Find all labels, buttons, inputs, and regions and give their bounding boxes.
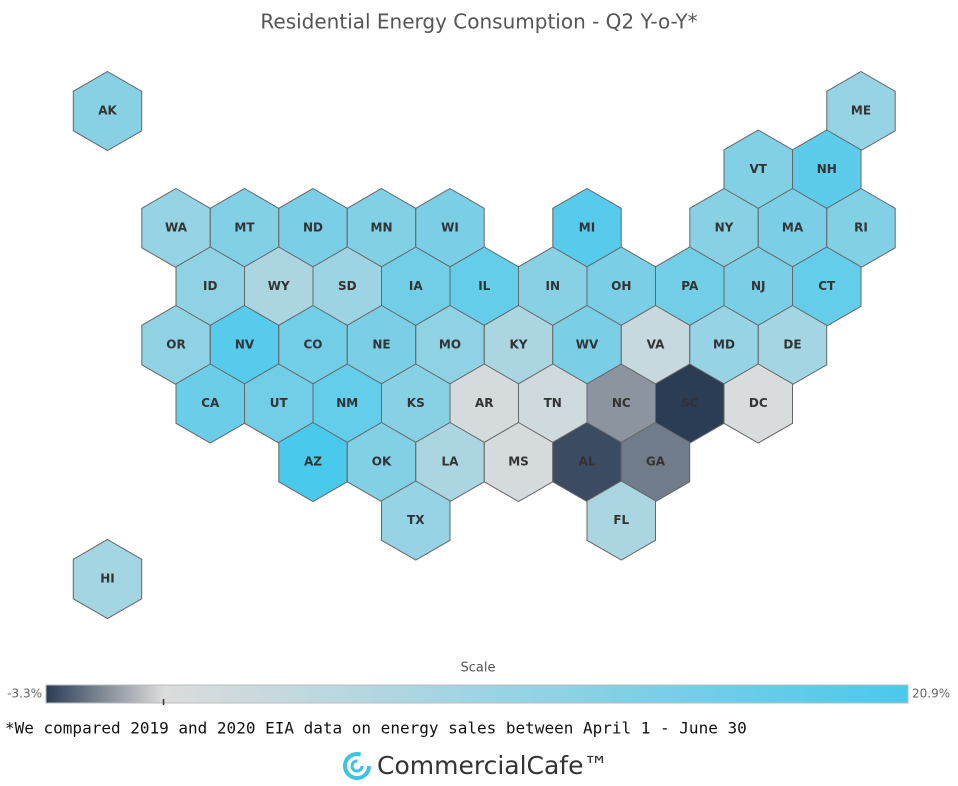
state-label: MD: [713, 338, 735, 352]
state-label: IN: [545, 279, 560, 293]
state-label: WY: [268, 279, 290, 293]
state-label: FL: [613, 513, 629, 527]
state-label: DE: [783, 338, 801, 352]
legend-max-label: 20.9%: [912, 687, 950, 701]
state-hex: [381, 480, 451, 561]
state-label: WI: [441, 221, 459, 235]
footnote: *We compared 2019 and 2020 EIA data on e…: [5, 719, 747, 738]
state-label: VT: [750, 162, 768, 176]
logo: CommercialCafe™: [343, 751, 608, 780]
state-label: SC: [681, 396, 699, 410]
state-hex: [72, 70, 143, 152]
legend-title: Scale: [461, 661, 496, 676]
state-label: NM: [336, 396, 358, 410]
state-label: DC: [749, 396, 768, 410]
state-label: GA: [646, 455, 666, 469]
logo-text: CommercialCafe™: [377, 751, 608, 780]
legend-min-label: -3.3%: [7, 687, 42, 701]
state-label: AL: [579, 455, 596, 469]
state-label: MI: [579, 221, 595, 235]
state-label: ID: [203, 279, 217, 293]
state-label: MS: [508, 455, 529, 469]
state-label: LA: [442, 455, 460, 469]
state-label: TX: [407, 513, 425, 527]
state-label: AR: [475, 396, 494, 410]
state-label: OH: [611, 279, 631, 293]
state-label: AZ: [304, 455, 322, 469]
state-label: HI: [100, 572, 115, 586]
state-label: PA: [681, 279, 699, 293]
state-label: RI: [854, 221, 868, 235]
state-label: TN: [544, 396, 562, 410]
state-label: NC: [612, 396, 631, 410]
state-label: NJ: [751, 279, 766, 293]
state-label: NY: [715, 221, 734, 235]
state-hex: [72, 538, 143, 620]
state-label: CA: [201, 396, 220, 410]
state-label: OR: [166, 338, 185, 352]
state-hex: [586, 480, 656, 561]
state-label: NE: [372, 338, 390, 352]
logo-icon: [343, 752, 371, 780]
state-label: SD: [338, 279, 357, 293]
chart-title: Residential Energy Consumption - Q2 Y-o-…: [260, 10, 697, 34]
state-label: VA: [647, 338, 665, 352]
logo-icon-inner: [350, 759, 364, 773]
state-label: KS: [407, 396, 425, 410]
state-label: CO: [303, 338, 322, 352]
state-label: AK: [98, 104, 117, 118]
state-label: UT: [270, 396, 289, 410]
state-label: MN: [371, 221, 393, 235]
state-label: OK: [372, 455, 392, 469]
state-label: IL: [478, 279, 490, 293]
state-label: MT: [234, 221, 255, 235]
state-label: ND: [303, 221, 323, 235]
state-label: MA: [782, 221, 804, 235]
state-label: WV: [576, 338, 599, 352]
state-label: KY: [510, 338, 528, 352]
state-label: CT: [818, 279, 836, 293]
state-label: MO: [439, 338, 461, 352]
state-hex: [723, 363, 793, 444]
state-label: WA: [165, 221, 188, 235]
state-label: ME: [851, 104, 871, 118]
legend-bar: [45, 684, 909, 704]
state-label: NV: [235, 338, 255, 352]
state-label: NH: [817, 162, 837, 176]
state-label: IA: [409, 279, 423, 293]
